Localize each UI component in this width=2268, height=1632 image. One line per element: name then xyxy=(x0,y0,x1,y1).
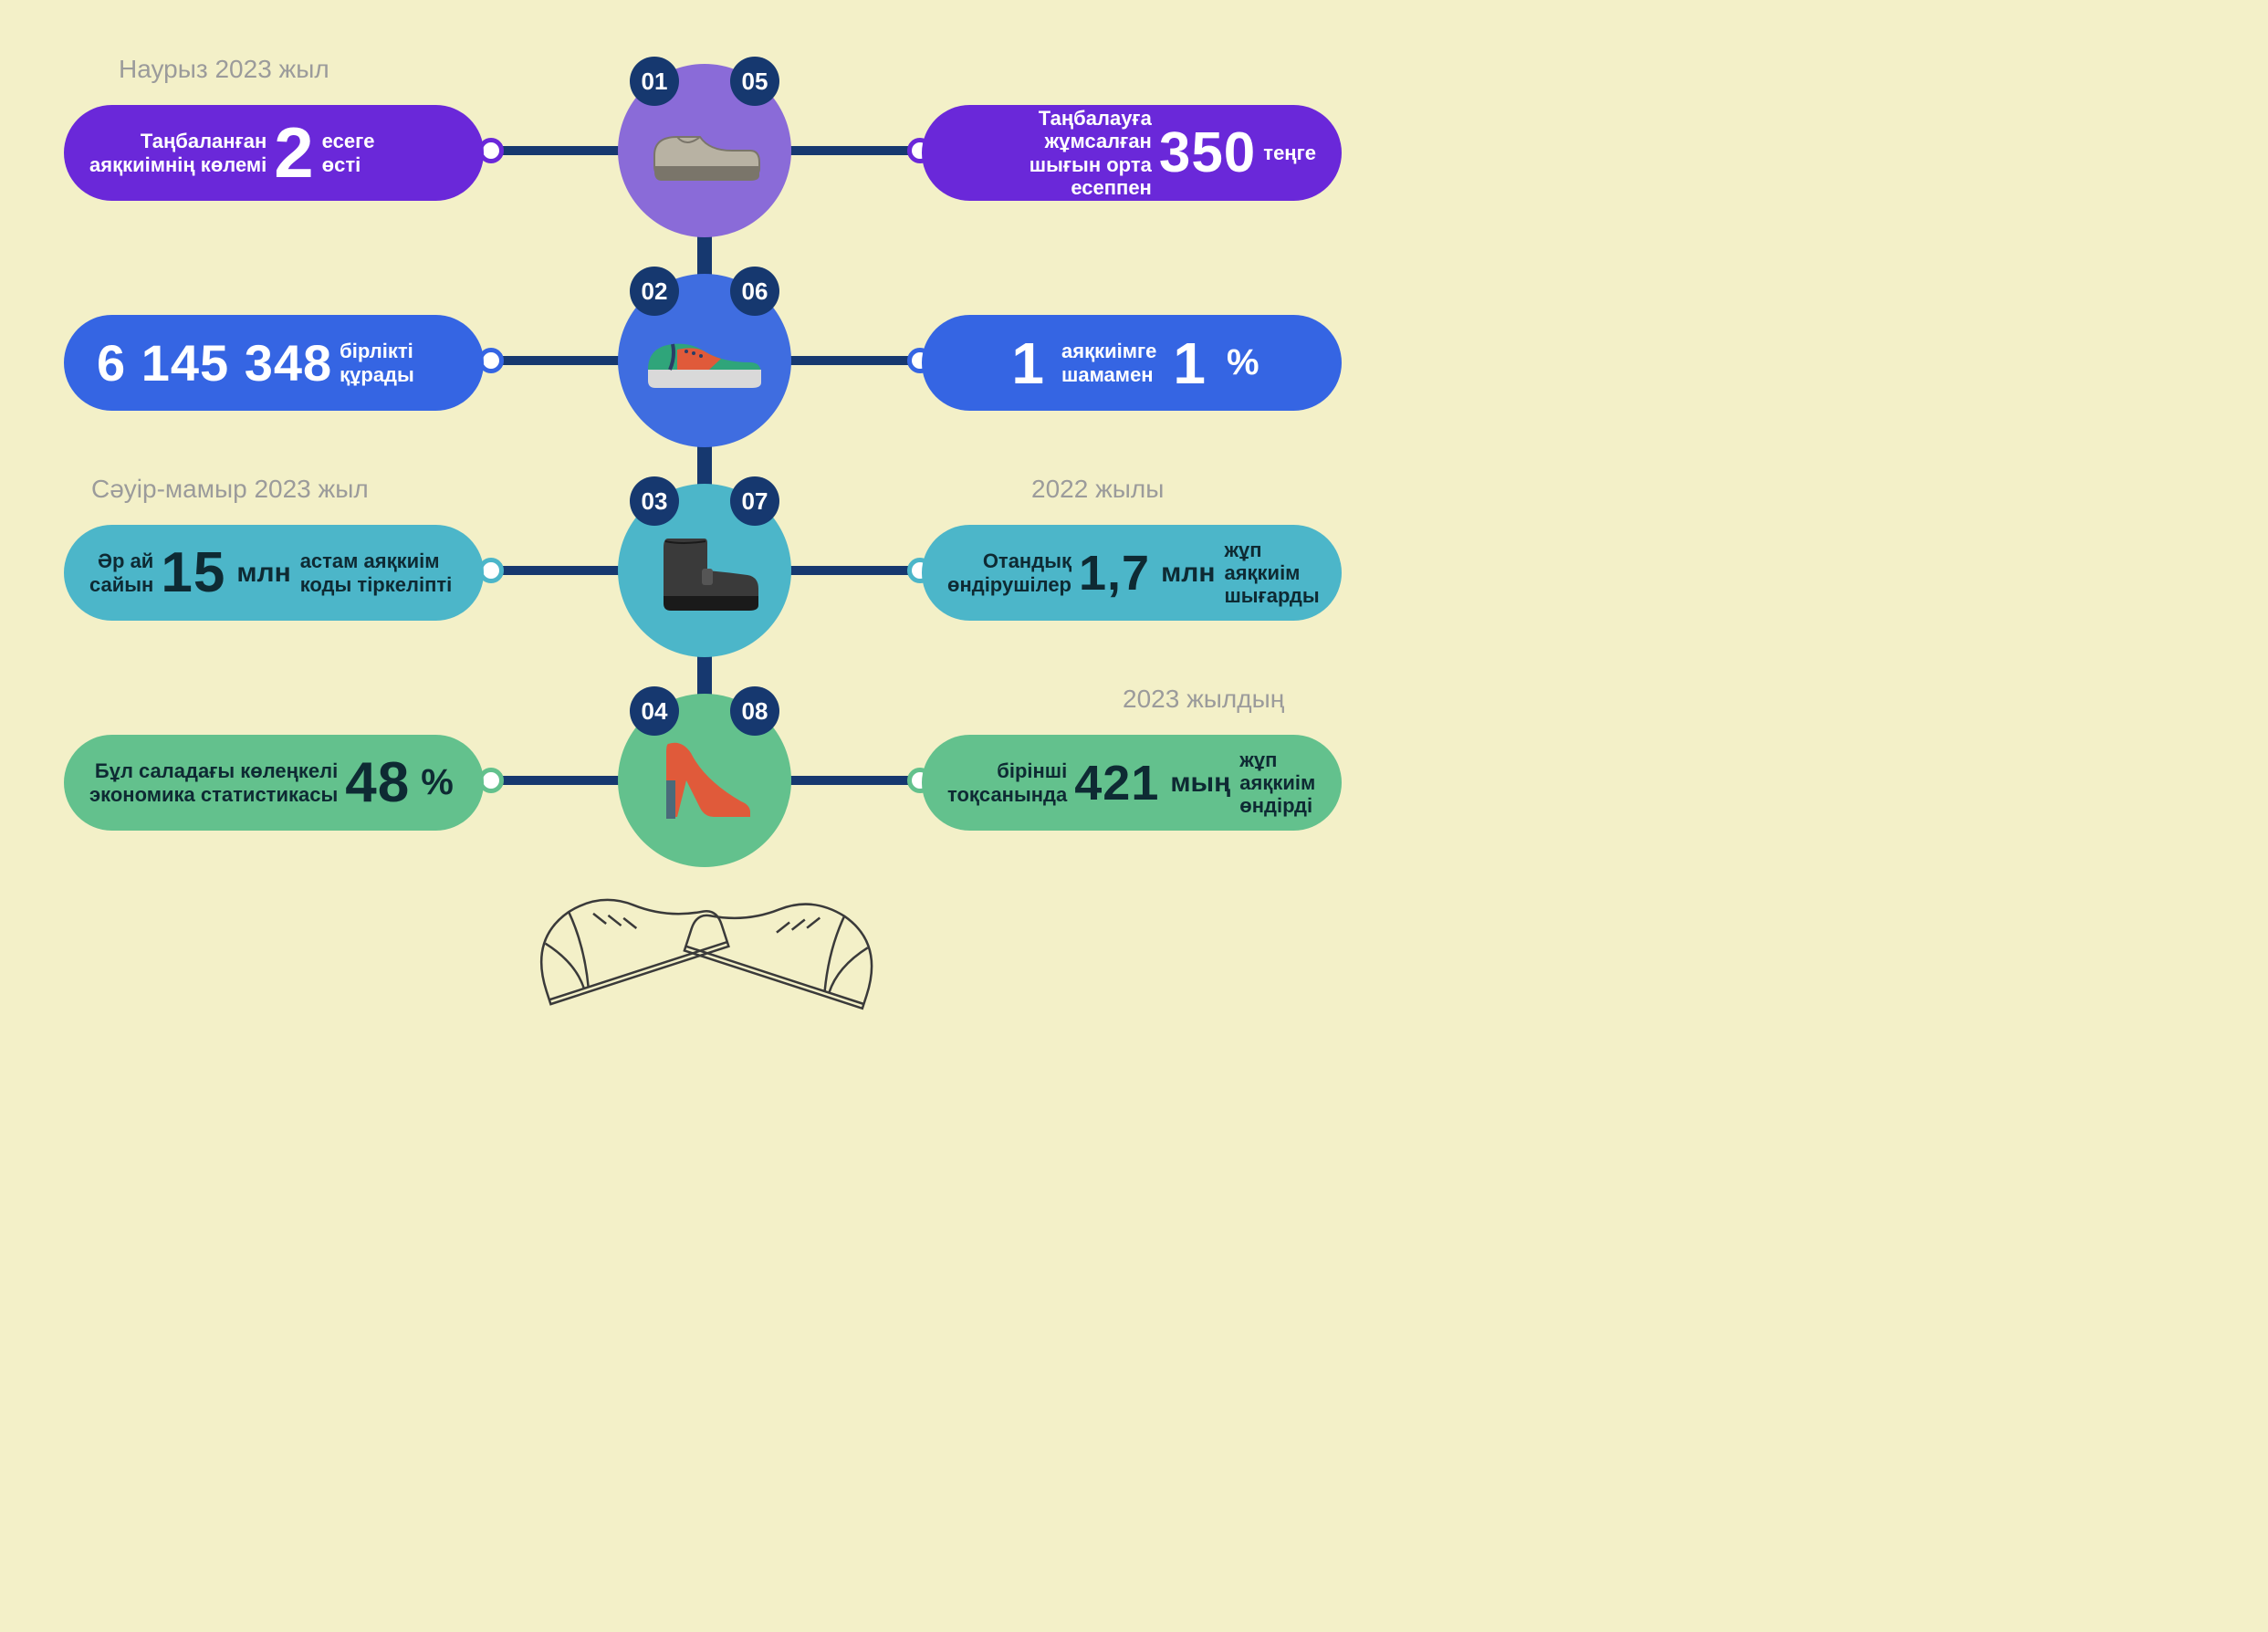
sneaker-outline-pair-icon xyxy=(513,821,896,1022)
pill-08-num: 421 xyxy=(1067,755,1166,811)
pill-01-num: 2 xyxy=(267,111,321,194)
pill-02-post: бірлікті құрады xyxy=(340,340,414,386)
conn-l1 xyxy=(484,146,630,155)
badge-08: 08 xyxy=(730,686,779,736)
conn-r1 xyxy=(780,146,926,155)
pill-02: 6 145 348 бірлікті құрады xyxy=(64,315,484,411)
conn-l2 xyxy=(484,356,630,365)
date-label-3: Сәуір-мамыр 2023 жыл xyxy=(91,475,369,504)
pill-07-unit: млн xyxy=(1157,558,1215,589)
pill-03-post: астам аяқкиім коды тіркеліпті xyxy=(291,549,453,596)
badge-05: 05 xyxy=(730,57,779,106)
date-label-8: 2023 жылдың xyxy=(1123,685,1284,714)
pill-06-unit: % xyxy=(1223,342,1259,383)
pill-03-num: 15 xyxy=(153,540,233,605)
pill-06-mid: аяқкиімге шамамен xyxy=(1061,340,1156,386)
badge-01: 01 xyxy=(630,57,679,106)
loafer-icon xyxy=(645,119,764,183)
pill-05: Таңбалауға жұмсалған шығын орта есеппен … xyxy=(922,105,1342,201)
pill-04-pre: Бұл саладағы көлеңкелі экономика статист… xyxy=(89,759,338,806)
pill-06: 1 аяқкиімге шамамен 1 % xyxy=(922,315,1342,411)
pill-06-num: 1 xyxy=(1165,330,1214,397)
pill-01-post: есеге өсті xyxy=(322,130,375,176)
pill-07-pre: Отандық өндірушілер xyxy=(947,549,1071,596)
conn-r2 xyxy=(780,356,926,365)
pill-05-post: теңге xyxy=(1263,141,1316,164)
conn-l4 xyxy=(484,776,630,785)
badge-07: 07 xyxy=(730,476,779,526)
pill-08-post: жұп аяқкиім өндірді xyxy=(1230,748,1316,818)
badge-02: 02 xyxy=(630,267,679,316)
pill-01: Таңбаланған аяқкиімнің көлемі 2 есеге өс… xyxy=(64,105,484,201)
pill-06-pre1: 1 xyxy=(1004,330,1052,397)
conn-r3 xyxy=(780,566,926,575)
pill-02-num: 6 145 348 xyxy=(89,333,340,392)
pill-05-pre: Таңбалауға жұмсалған шығын орта есеппен xyxy=(947,107,1152,199)
pill-07-post: жұп аяқкиім шығарды xyxy=(1215,539,1319,608)
pill-04-num: 48 xyxy=(338,750,417,815)
pill-08-unit: мың xyxy=(1166,768,1230,799)
pill-03-unit: млн xyxy=(233,558,290,589)
pill-01-pre: Таңбаланған аяқкиімнің көлемі xyxy=(89,130,267,176)
pill-03: Әр ай сайын 15 млн астам аяқкиім коды ті… xyxy=(64,525,484,621)
sneaker-icon xyxy=(641,324,768,397)
pill-08-pre: бірінші тоқсанында xyxy=(947,759,1067,806)
pill-04: Бұл саладағы көлеңкелі экономика статист… xyxy=(64,735,484,831)
pill-04-unit: % xyxy=(417,762,454,803)
pill-03-pre: Әр ай сайын xyxy=(89,549,153,596)
conn-r4 xyxy=(780,776,926,785)
pill-07: Отандық өндірушілер 1,7 млн жұп аяқкиім … xyxy=(922,525,1342,621)
boot-icon xyxy=(645,525,764,616)
date-label-7: 2022 жылы xyxy=(1031,475,1164,504)
pill-05-num: 350 xyxy=(1152,120,1263,185)
pill-08: бірінші тоқсанында 421 мың жұп аяқкиім ө… xyxy=(922,735,1342,831)
badge-03: 03 xyxy=(630,476,679,526)
conn-l3 xyxy=(484,566,630,575)
heel-icon xyxy=(650,730,759,831)
badge-04: 04 xyxy=(630,686,679,736)
pill-07-num: 1,7 xyxy=(1071,545,1157,602)
date-label-1: Наурыз 2023 жыл xyxy=(119,55,329,84)
badge-06: 06 xyxy=(730,267,779,316)
